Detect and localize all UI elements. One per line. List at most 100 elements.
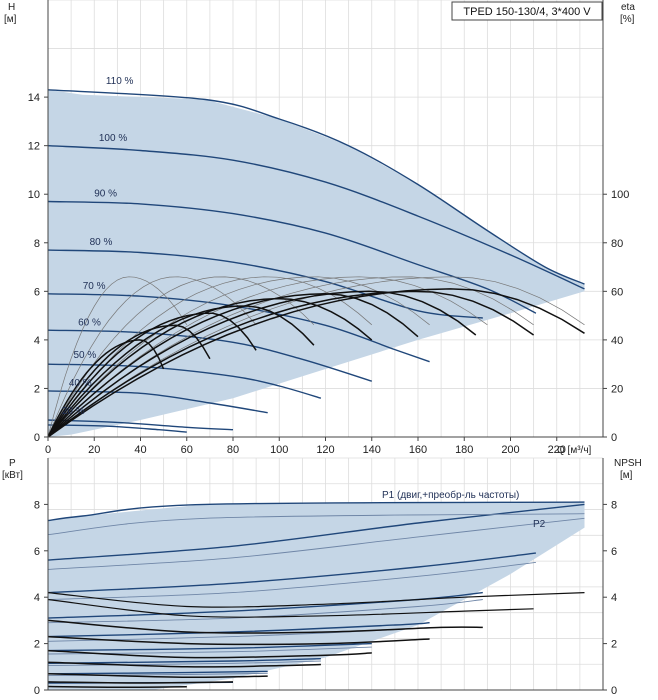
top-left-axis-unit: [м] (4, 14, 17, 25)
efficiency-curve-line (47, 290, 477, 438)
npsh-curve (47, 681, 234, 684)
x-tick-label: 80 (227, 444, 239, 456)
left-tick-label: 8 (34, 238, 40, 250)
speed-percent-label: 60 % (78, 317, 101, 328)
p1-power-curve (47, 552, 536, 594)
npsh-curve (47, 661, 321, 668)
p1-power-curve (47, 622, 430, 638)
chart-title: TPED 150-130/4, 3*400 V (463, 6, 591, 18)
efficiency-curve-line (47, 290, 535, 438)
head-curve-line (47, 249, 483, 319)
right-tick-label: 100 (611, 189, 629, 201)
x-tick-label: 180 (455, 444, 473, 456)
npsh-curve (47, 592, 585, 608)
npsh-tick-label: 2 (611, 639, 617, 651)
speed-percent-label: 110 % (106, 76, 134, 87)
efficiency-curve-line (47, 293, 419, 438)
power-tick-label: 8 (34, 499, 40, 511)
left-tick-label: 14 (28, 92, 40, 104)
head-curve-line (47, 200, 537, 314)
x-tick-label: 20 (88, 444, 100, 456)
power-npsh-panel: 0 2 4 6 8 0 2 4 6 8 (34, 457, 617, 697)
right-tick-label: 0 (611, 432, 617, 444)
x-tick-label: 220 (548, 444, 566, 456)
right-tick-label: 80 (611, 238, 623, 250)
npsh-curve (47, 598, 534, 618)
speed-percent-label: 40 % (69, 378, 92, 389)
speed-percent-label: 90 % (94, 189, 117, 200)
power-tick-label: 4 (34, 592, 40, 604)
top-right-axis-unit: [%] (620, 14, 635, 25)
x-tick-label: 200 (501, 444, 519, 456)
left-tick-label: 10 (28, 189, 40, 201)
top-right-axis-label: eta (621, 2, 635, 13)
head-curve-line (47, 89, 585, 285)
p1-power-curve (47, 501, 585, 522)
x-tick-label: 120 (316, 444, 334, 456)
top-left-axis-label: H (8, 2, 15, 13)
x-tick-label: 60 (181, 444, 193, 456)
p1-power-curve (47, 591, 483, 619)
p1-power-curve (47, 642, 372, 652)
bottom-left-axis-unit: [кВт] (2, 470, 23, 481)
npsh-tick-label: 6 (611, 546, 617, 558)
npsh-curve (47, 619, 483, 634)
efficiency-curve-line (47, 276, 188, 438)
right-tick-label: 20 (611, 383, 623, 395)
p2-power-curve (47, 513, 585, 536)
right-tick-label: 60 (611, 286, 623, 298)
p2-power-curve (47, 672, 268, 677)
head-curve-line (47, 424, 187, 433)
left-tick-label: 4 (34, 335, 40, 347)
p2-power-curve (47, 660, 321, 667)
head-curve-line (47, 293, 430, 363)
power-tick-label: 6 (34, 546, 40, 558)
efficiency-curve-line (47, 312, 257, 438)
left-tick-label: 12 (28, 141, 40, 153)
head-curve-line (47, 390, 268, 414)
npsh-tick-label: 0 (611, 685, 617, 697)
x-tick-label: 140 (363, 444, 381, 456)
efficiency-curve-line (47, 305, 315, 438)
npsh-curve (47, 649, 372, 659)
speed-percent-label: 50 % (73, 350, 96, 361)
npsh-curve (47, 673, 268, 679)
npsh-curve (47, 685, 187, 688)
npsh-tick-label: 8 (611, 499, 617, 511)
head-curve-line (47, 419, 234, 431)
left-tick-label: 0 (34, 432, 40, 444)
p1-power-curve (47, 503, 585, 561)
efficiency-curve-line (47, 288, 585, 438)
x-tick-label: 40 (134, 444, 146, 456)
bottom-left-axis-label: P (9, 458, 16, 469)
right-tick-label: 40 (611, 335, 623, 347)
p2-power-curve (47, 599, 483, 624)
efficiency-curve-line (47, 276, 257, 438)
speed-percent-label: 100 % (99, 133, 127, 144)
p1-series-label: P1 (двиг,+преобр-ль частоты) (382, 489, 519, 501)
speed-percent-label: 80 % (90, 237, 113, 248)
p2-power-curve (47, 517, 585, 570)
speed-percent-label: 20 % (62, 406, 85, 417)
bottom-right-axis-unit: [м] (620, 470, 633, 481)
head-efficiency-panel: 110 % 100 % 90 % 80 % 70 % 60 % 50 % 40 % 20 % 0 2… (28, 0, 629, 456)
left-tick-label: 2 (34, 383, 40, 395)
head-curve-line (47, 145, 585, 290)
p2-power-curve (47, 561, 536, 600)
x-tick-label: 0 (45, 444, 51, 456)
efficiency-curve-line (47, 324, 211, 438)
head-curve-line (47, 329, 373, 382)
speed-percent-label: 70 % (83, 281, 106, 292)
efficiency-curve-line (47, 276, 430, 438)
p2-series-label: P2 (533, 519, 546, 530)
x-tick-label: 100 (270, 444, 288, 456)
bottom-right-axis-label: NPSH (614, 458, 642, 469)
p1-power-curve (47, 670, 268, 675)
x-tick-label: 160 (409, 444, 427, 456)
head-curve-line (47, 363, 322, 399)
power-tick-label: 0 (34, 685, 40, 697)
left-tick-label: 6 (34, 286, 40, 298)
npsh-tick-label: 4 (611, 592, 617, 604)
power-tick-label: 2 (34, 639, 40, 651)
